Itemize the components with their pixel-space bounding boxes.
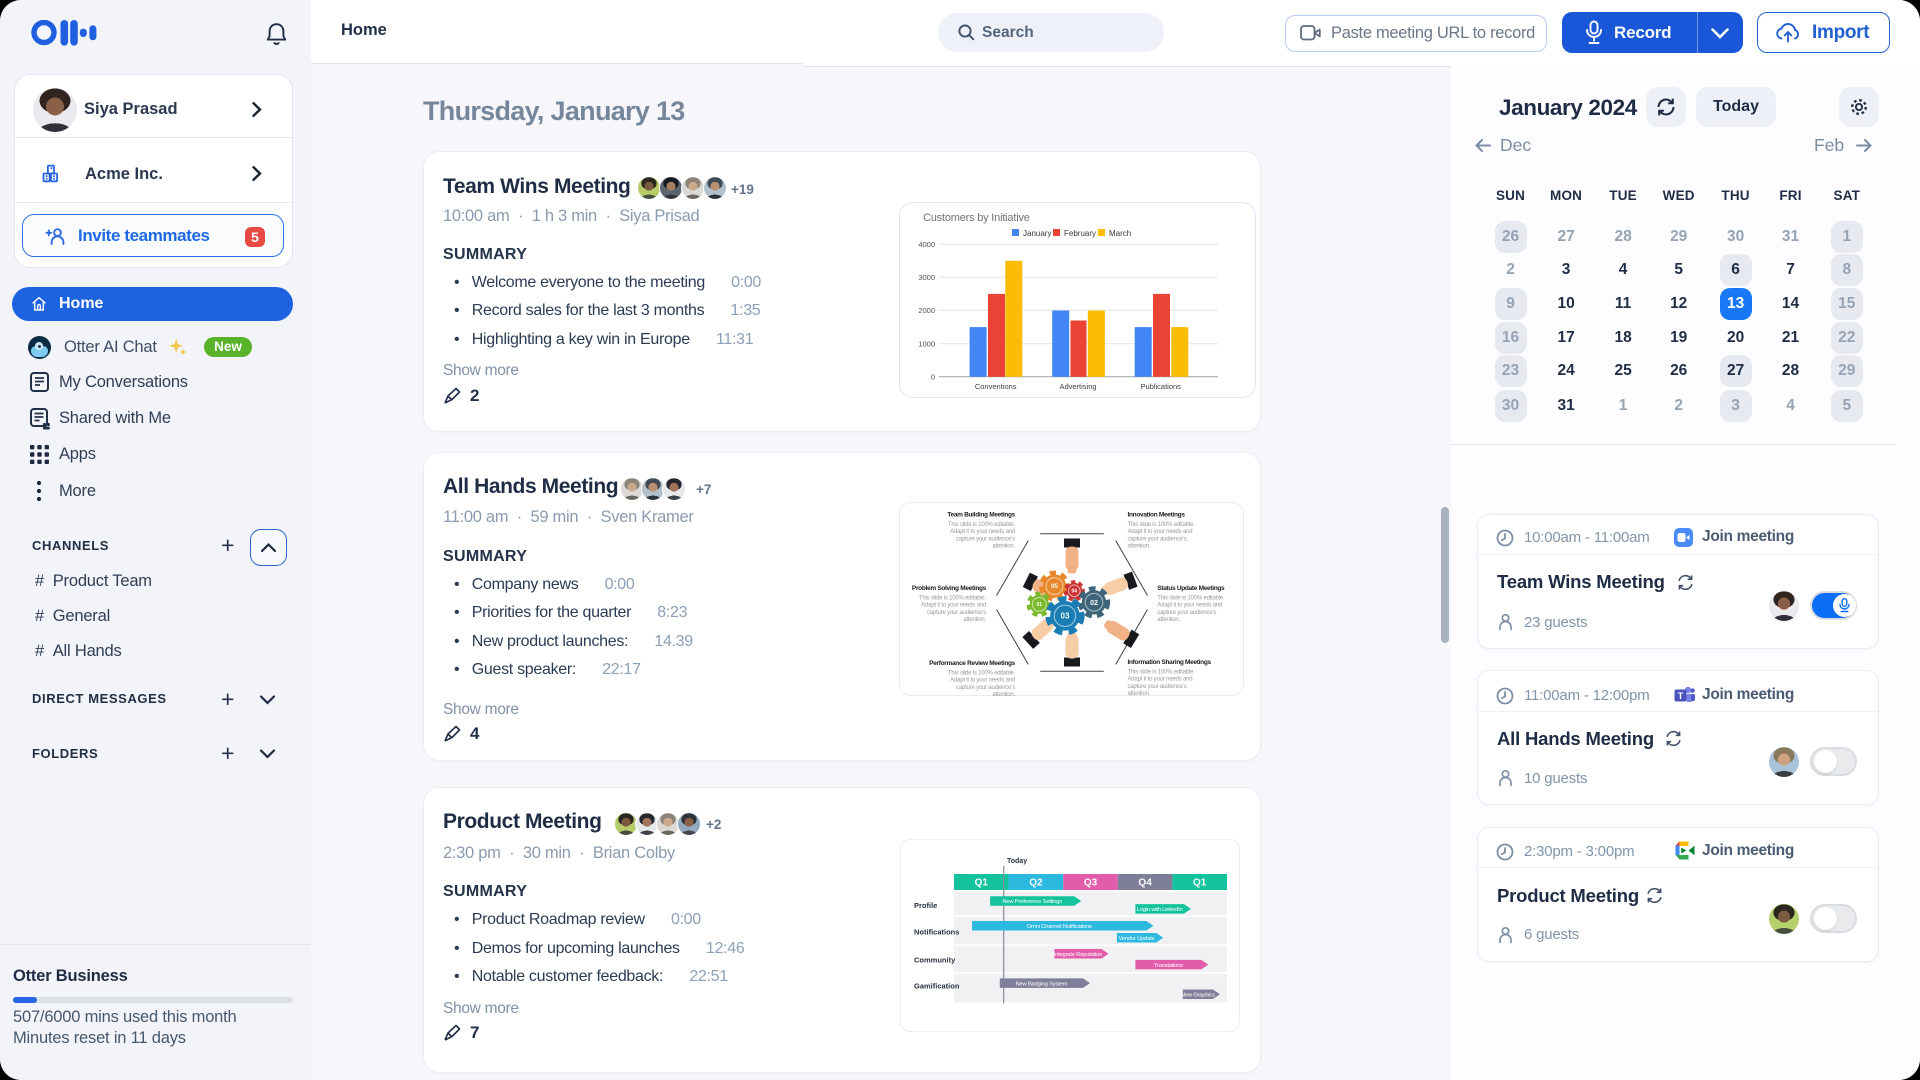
svg-text:05: 05 (1051, 584, 1058, 590)
svg-text:capture your audience’s: capture your audience’s (927, 610, 986, 616)
svg-text:Vendor Update: Vendor Update (1119, 936, 1155, 942)
svg-text:Team Building Meetings: Team Building Meetings (947, 512, 1015, 519)
svg-text:This slide is 100% editable.: This slide is 100% editable. (1128, 522, 1196, 528)
svg-text:Q3: Q3 (1084, 878, 1098, 889)
svg-text:This slide is 100% editable.: This slide is 100% editable. (1157, 595, 1225, 601)
svg-text:Innovation Meetings: Innovation Meetings (1128, 512, 1186, 519)
svg-text:attention.: attention. (1157, 617, 1180, 623)
svg-text:Today: Today (1007, 858, 1027, 865)
svg-text:Notifications: Notifications (914, 928, 959, 937)
svg-text:Omni Channel Notifications: Omni Channel Notifications (1027, 924, 1092, 930)
svg-text:New Preference Settings: New Preference Settings (1002, 899, 1062, 905)
svg-text:capture your audience’s: capture your audience’s (1128, 536, 1187, 542)
svg-text:attention.: attention. (992, 544, 1015, 550)
svg-text:03: 03 (1061, 612, 1070, 621)
svg-text:February: February (1064, 229, 1096, 238)
svg-text:3000: 3000 (918, 273, 935, 282)
svg-text:Q1: Q1 (1193, 878, 1207, 889)
svg-text:Q1: Q1 (975, 878, 989, 889)
svg-text:Status Update Meetings: Status Update Meetings (1157, 585, 1225, 592)
svg-text:4000: 4000 (918, 240, 935, 249)
svg-text:Profile: Profile (914, 901, 937, 910)
svg-text:0: 0 (931, 373, 935, 382)
svg-text:1000: 1000 (918, 340, 935, 349)
svg-text:capture your audience’s: capture your audience’s (956, 536, 1015, 542)
svg-text:Problem Solving Meetings: Problem Solving Meetings (912, 585, 987, 592)
svg-text:Adapt it to your needs and: Adapt it to your needs and (921, 603, 986, 609)
svg-text:02: 02 (1090, 600, 1098, 607)
svg-text:2000: 2000 (918, 306, 935, 315)
svg-text:attention.: attention. (963, 617, 986, 623)
svg-text:This slide is 100% editable.: This slide is 100% editable. (948, 522, 1016, 528)
svg-text:New Graphics: New Graphics (1181, 993, 1215, 999)
svg-text:Conventions: Conventions (975, 382, 1017, 391)
svg-text:attention.: attention. (992, 692, 1015, 697)
svg-text:Login with LinkedIn: Login with LinkedIn (1137, 907, 1183, 913)
svg-text:March: March (1109, 229, 1131, 238)
svg-text:04: 04 (1072, 589, 1078, 595)
svg-text:Adapt it to your needs and: Adapt it to your needs and (1157, 603, 1222, 609)
svg-text:January: January (1023, 229, 1051, 238)
svg-text:capture your audience’s: capture your audience’s (956, 685, 1015, 691)
svg-text:Adapt it to your needs and: Adapt it to your needs and (1128, 529, 1193, 535)
svg-text:T: T (1678, 691, 1684, 701)
svg-text:attention.: attention. (1128, 691, 1151, 697)
svg-text:capture your audience’s: capture your audience’s (1157, 610, 1216, 616)
svg-text:This slide is 100% editable.: This slide is 100% editable. (948, 670, 1016, 676)
svg-text:This slide is 100% editable.: This slide is 100% editable. (919, 595, 987, 601)
svg-text:01: 01 (1037, 602, 1043, 608)
svg-text:Advertising: Advertising (1059, 382, 1096, 391)
svg-text:Information Sharing Meetings: Information Sharing Meetings (1128, 659, 1212, 666)
svg-text:Customers by Initiative: Customers by Initiative (923, 212, 1030, 224)
svg-text:Q4: Q4 (1138, 878, 1152, 889)
svg-text:Community: Community (914, 956, 956, 965)
svg-text:Q2: Q2 (1029, 878, 1043, 889)
svg-text:Adapt it to your needs and: Adapt it to your needs and (1128, 677, 1193, 683)
svg-text:Adapt it to your needs and: Adapt it to your needs and (950, 529, 1015, 535)
svg-text:attention.: attention. (1128, 544, 1151, 550)
svg-text:capture your audience’s: capture your audience’s (1128, 684, 1187, 690)
svg-text:Integrate Reputation: Integrate Reputation (1054, 952, 1103, 958)
svg-text:Translations: Translations (1154, 963, 1183, 969)
svg-text:Publications: Publications (1140, 382, 1181, 391)
svg-text:Adapt it to your needs and: Adapt it to your needs and (950, 678, 1015, 684)
svg-text:Gamification: Gamification (914, 982, 960, 991)
svg-text:New Badging System: New Badging System (1015, 981, 1067, 987)
svg-text:Performance Review Meetings: Performance Review Meetings (929, 660, 1016, 667)
svg-text:This slide is 100% editable.: This slide is 100% editable. (1128, 669, 1196, 675)
